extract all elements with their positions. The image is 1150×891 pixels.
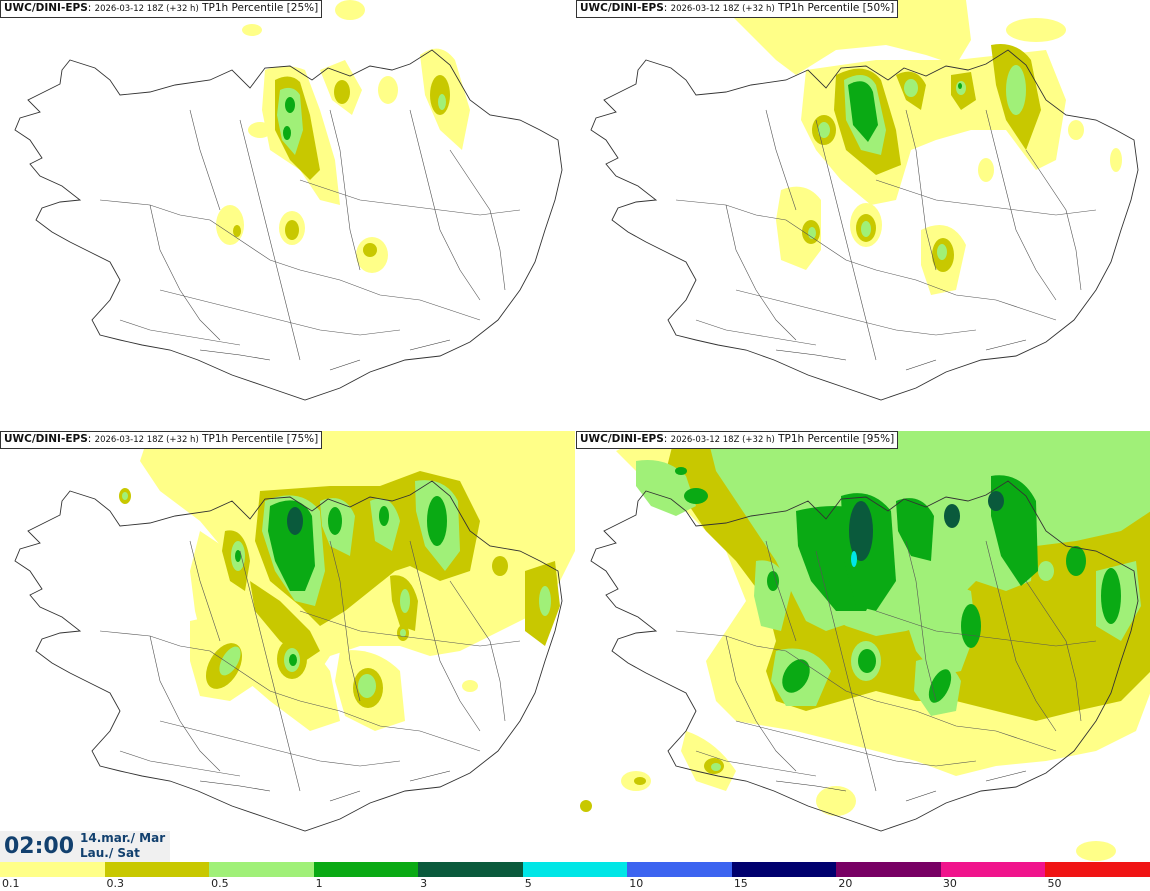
colorbar-segment: [418, 862, 524, 877]
valid-time-box: 02:00 14.mar./ Mar Lau./ Sat: [0, 831, 170, 862]
colorbar-tick-label: 0.3: [106, 877, 125, 890]
panel-title-p75: UWC/DINI-EPS: 2026-03-12 18Z (+32 h) TP1…: [0, 431, 323, 449]
valid-time: 02:00: [4, 834, 75, 859]
colorbar-tick-label: 15: [733, 877, 748, 890]
precip-shading: [216, 0, 470, 273]
colorbar-tick-label: 50: [1047, 877, 1062, 890]
valid-date-line2: Lau./ Sat: [80, 846, 140, 860]
colorbar-segment: [313, 862, 419, 877]
colorbar-segment: [836, 862, 942, 877]
colorbar-tick-label: 30: [942, 877, 957, 890]
map-panel-p95: UWC/DINI-EPS: 2026-03-12 18Z (+32 h) TP1…: [576, 431, 1150, 861]
precip-colorbar: 0.1 0.3 0.5 1 3 5 10 15 20 30 50: [0, 862, 1150, 891]
map-panel-p50: UWC/DINI-EPS: 2026-03-12 18Z (+32 h) TP1…: [576, 0, 1150, 430]
precip-map-p50: [590, 0, 1139, 401]
panel-title-p50: UWC/DINI-EPS: 2026-03-12 18Z (+32 h) TP1…: [576, 0, 899, 18]
map-panel-p75: UWC/DINI-EPS: 2026-03-12 18Z (+32 h) TP1…: [0, 431, 575, 861]
colorbar-segment: [1045, 862, 1150, 877]
panel-title-p25: UWC/DINI-EPS: 2026-03-12 18Z (+32 h) TP1…: [0, 0, 323, 18]
precip-map-p75: [14, 431, 575, 832]
colorbar-tick-label: 3: [420, 877, 428, 890]
precip-map-p95: [580, 431, 1150, 861]
colorbar-segment: [627, 862, 733, 877]
precip-shading: [716, 0, 1122, 295]
colorbar-tick-label: 0.5: [211, 877, 229, 890]
colorbar-tick-label: 5: [524, 877, 532, 890]
precip-shading: [580, 431, 1150, 861]
colorbar-tick-label: 0.1: [2, 877, 20, 890]
colorbar-segment: [522, 862, 628, 877]
panel-title-p95: UWC/DINI-EPS: 2026-03-12 18Z (+32 h) TP1…: [576, 431, 899, 449]
map-panel-p25: UWC/DINI-EPS: 2026-03-12 18Z (+32 h) TP1…: [0, 0, 575, 430]
precip-map-p25: [14, 0, 563, 401]
colorbar-segment: [209, 862, 315, 877]
colorbar-segment: [104, 862, 210, 877]
precip-shading: [119, 431, 575, 731]
valid-date-line1: 14.mar./ Mar: [80, 831, 166, 845]
colorbar-tick-label: 1: [315, 877, 323, 890]
colorbar-tick-label: 10: [629, 877, 644, 890]
colorbar-segment: [0, 862, 106, 877]
colorbar-tick-label: 20: [838, 877, 853, 890]
colorbar-segment: [731, 862, 837, 877]
colorbar-segment: [940, 862, 1046, 877]
